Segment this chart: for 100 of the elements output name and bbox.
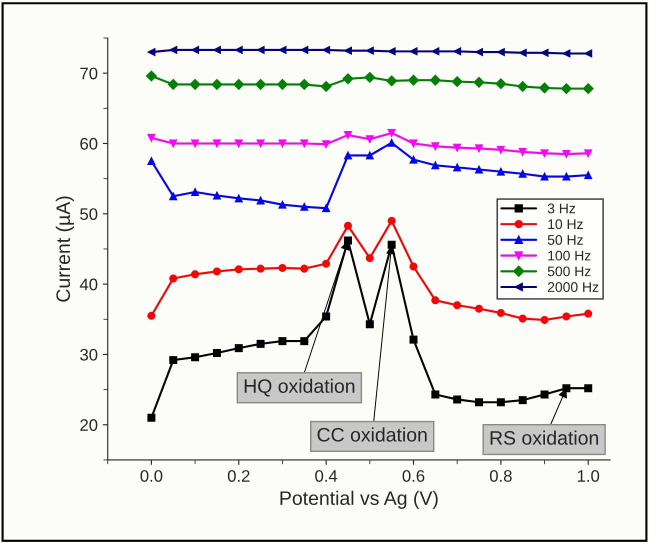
point	[431, 161, 440, 170]
point	[582, 83, 594, 94]
point	[388, 138, 396, 147]
point	[410, 336, 418, 344]
y-tick-label: 40	[80, 278, 98, 290]
point	[431, 47, 440, 56]
x-tick-label: 0.2	[228, 470, 250, 482]
point	[474, 76, 484, 88]
point	[496, 398, 505, 406]
point	[388, 47, 396, 56]
point	[169, 139, 178, 148]
point	[146, 70, 157, 82]
point	[540, 316, 549, 324]
point	[212, 349, 221, 358]
point	[169, 356, 178, 364]
point	[453, 163, 462, 172]
point	[234, 265, 243, 274]
point	[255, 78, 266, 90]
point	[278, 264, 286, 272]
point	[540, 390, 549, 399]
point	[452, 76, 463, 88]
x-tick-label: 0.4	[315, 470, 338, 482]
point	[278, 337, 286, 346]
point	[431, 390, 440, 399]
legend-label: 3 Hz	[548, 204, 576, 214]
point	[584, 384, 592, 392]
point	[475, 48, 484, 56]
point	[431, 142, 440, 150]
point	[584, 171, 592, 180]
point	[496, 168, 505, 176]
point	[147, 414, 156, 422]
point	[234, 194, 243, 202]
point	[234, 139, 243, 148]
point	[344, 222, 352, 230]
point	[212, 139, 221, 148]
point	[475, 398, 484, 406]
point	[496, 146, 505, 154]
point	[517, 81, 528, 92]
point	[410, 139, 418, 148]
point	[453, 144, 462, 152]
point	[147, 157, 156, 166]
point	[344, 131, 352, 140]
point	[540, 48, 549, 57]
point	[540, 149, 549, 158]
legend-label: 10 Hz	[548, 219, 583, 230]
point	[388, 216, 396, 225]
point	[322, 140, 330, 148]
x-tick-label: 1.0	[578, 470, 600, 482]
point	[212, 78, 222, 90]
point	[518, 396, 527, 404]
legend-label: 100 Hz	[548, 250, 591, 261]
point	[540, 172, 549, 181]
point	[410, 156, 418, 164]
annotation: HQ oxidation	[244, 378, 354, 396]
point	[518, 48, 527, 57]
point	[300, 139, 308, 148]
x-tick-label: 0.0	[140, 470, 162, 482]
point	[518, 314, 527, 323]
point	[298, 78, 310, 90]
point	[212, 267, 221, 276]
y-tick-label: 30	[80, 348, 98, 361]
x-axis-title: Potential vs Ag (V)	[280, 490, 438, 509]
point	[453, 47, 462, 56]
point	[169, 274, 178, 282]
point	[366, 254, 374, 262]
legend-label: 2000 Hz	[548, 282, 598, 292]
point	[147, 312, 156, 320]
point	[410, 47, 418, 56]
point	[212, 192, 221, 200]
point	[584, 149, 592, 158]
point	[256, 264, 265, 273]
point	[322, 312, 330, 320]
y-tick-label: 60	[80, 138, 98, 150]
point	[191, 270, 200, 278]
point	[518, 148, 527, 156]
point	[256, 196, 265, 204]
point	[322, 260, 330, 268]
point	[366, 320, 374, 328]
point	[278, 139, 286, 148]
point	[190, 78, 201, 90]
point	[386, 75, 398, 86]
point	[560, 83, 572, 94]
point	[169, 46, 178, 54]
point	[191, 139, 200, 148]
legend-label: 500 Hz	[548, 266, 591, 276]
point	[410, 262, 418, 271]
point	[453, 395, 462, 404]
point	[322, 204, 330, 212]
point	[518, 170, 527, 178]
legend-label: 50 Hz	[548, 234, 583, 245]
point	[169, 192, 178, 200]
point	[168, 78, 179, 90]
point	[495, 78, 506, 90]
point	[366, 46, 374, 55]
point	[300, 264, 308, 273]
point	[453, 301, 462, 310]
point	[388, 128, 396, 137]
point	[584, 310, 592, 318]
point	[191, 353, 200, 362]
point	[147, 48, 156, 56]
